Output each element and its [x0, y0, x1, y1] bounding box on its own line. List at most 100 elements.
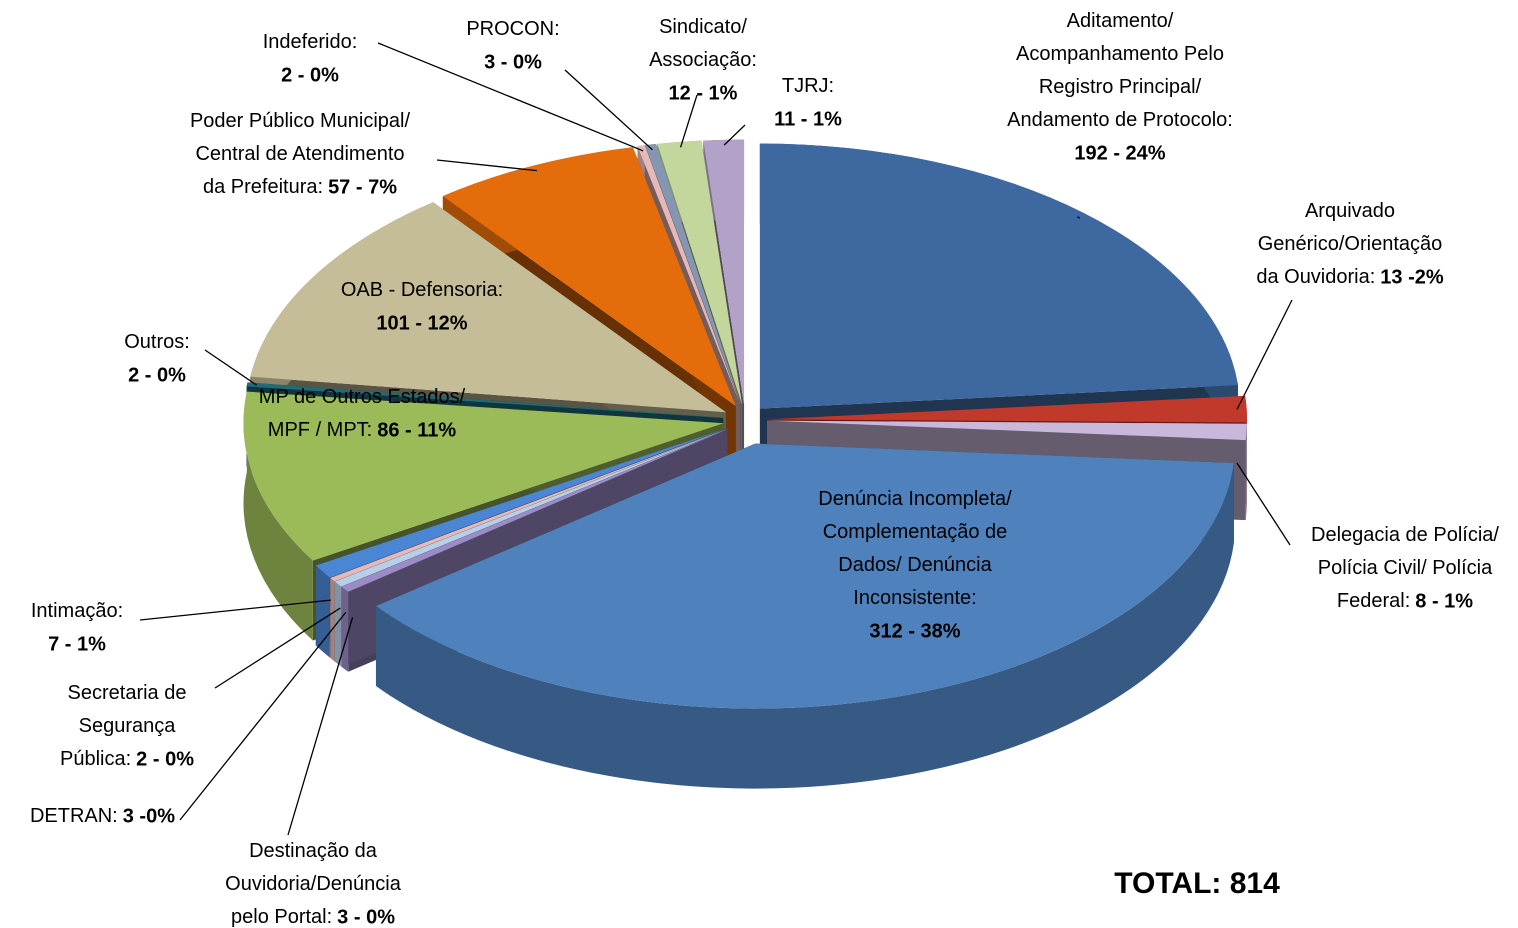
label-line: Secretaria de [68, 682, 187, 704]
label-line: Ouvidoria/Denúncia [225, 873, 402, 895]
label-line: Federal: [1337, 590, 1410, 612]
label-line: Acompanhamento Pelo [1016, 43, 1224, 65]
slice-wall [330, 578, 335, 662]
slice-label: TJRJ: [782, 75, 834, 97]
label-line: Associação: [649, 49, 757, 71]
label-line: da Ouvidoria: [1256, 266, 1375, 288]
value-label: 12 - 1% [669, 82, 738, 104]
leader-line [1077, 216, 1081, 219]
slice [442, 147, 736, 407]
label-line: Sindicato/ [659, 16, 747, 38]
slice-wall [1245, 423, 1247, 521]
slice-wall [341, 586, 349, 672]
slice [334, 429, 728, 587]
label-line: Segurança [79, 715, 177, 737]
label-line: Genérico/Orientação [1258, 233, 1443, 255]
label-line: Polícia Civil/ Polícia [1318, 557, 1493, 579]
label-line: Intimação: [31, 600, 123, 622]
leader-line [723, 124, 746, 146]
value-label: 13 -2% [1380, 266, 1444, 288]
leader-line [1236, 299, 1293, 410]
slice-wall [334, 581, 342, 667]
slice-wall [375, 463, 1234, 789]
slice [375, 443, 1234, 709]
label-line: Aditamento/ [1067, 10, 1174, 32]
label-line: Pública: [60, 748, 131, 770]
total-annotation: TOTAL: 814 [1114, 867, 1280, 900]
label-line: Delegacia de Polícia/ [1311, 524, 1499, 546]
slice [330, 428, 727, 582]
value-label: 7 - 1% [48, 633, 106, 655]
value-label: 11 - 1% [774, 108, 842, 130]
slice [657, 140, 743, 405]
leader-line [179, 611, 347, 821]
leader-line [1236, 462, 1291, 546]
value-label: 3 - 0% [484, 51, 542, 73]
value-label: 2 - 0% [281, 64, 339, 86]
slice-label: DETRAN: [30, 805, 118, 827]
pie [243, 139, 1247, 789]
value-label: 2 - 0% [136, 748, 194, 770]
value-label: 101 - 12% [376, 312, 467, 334]
label-line: Registro Principal/ [1039, 76, 1202, 98]
slice [246, 382, 724, 419]
value-label: 192 - 24% [1074, 142, 1165, 164]
value-label: 2 - 0% [128, 364, 186, 386]
slice [703, 139, 745, 405]
slice [250, 202, 726, 413]
value-label: 57 - 7% [328, 176, 397, 198]
slice-label: OAB - Defensoria: [341, 279, 503, 301]
slice-wall [315, 565, 330, 658]
label-line: TJRJ: [782, 75, 834, 97]
value-label: 3 - 0% [337, 906, 395, 928]
slice-label: Poder Público Municipal/Central de Atend… [190, 110, 411, 198]
label-line: Poder Público Municipal/ [190, 110, 411, 132]
slice [766, 420, 1247, 441]
value-label: 8 - 1% [1415, 590, 1473, 612]
slice-label: Denúncia Incompleta/Complementação de Dad… [818, 488, 1012, 609]
label-line: Andamento de Protocolo: [1007, 109, 1233, 131]
slice [637, 145, 741, 405]
slice-label: Indeferido: [263, 31, 358, 53]
label-line: Destinação da [249, 840, 378, 862]
slice-label: Destinação da Ouvidoria/Denúncia pelo Port… [225, 840, 402, 928]
leader-line [564, 69, 653, 151]
leader-line [377, 42, 644, 152]
leader-line [214, 607, 341, 689]
leader-line [204, 349, 257, 386]
value-label: 312 - 38% [869, 620, 960, 642]
label-line: PROCON: [466, 18, 559, 40]
slice-label: Arquivado Genérico/Orientação da Ouvidoria… [1256, 200, 1442, 288]
slice [341, 429, 728, 592]
slice-label: Delegacia de Polícia/Polícia Civil/ Polí… [1311, 524, 1499, 612]
leader-line [287, 617, 354, 836]
leader-line [139, 599, 331, 621]
label-line: MPF / MPT: [268, 419, 372, 441]
label-line: Denúncia Incompleta/ [818, 488, 1012, 510]
label-line: Arquivado [1305, 200, 1395, 222]
label-line: OAB - Defensoria: [341, 279, 503, 301]
label-line: MP de Outros Estados/ [259, 386, 466, 408]
slice-wall [243, 391, 313, 641]
value-label: 86 - 11% [377, 419, 456, 441]
slice [766, 395, 1247, 423]
label-line: Complementação de [823, 521, 1008, 543]
slice-label: Outros: [124, 331, 190, 353]
slice [645, 144, 741, 405]
slice-label: PROCON: [466, 18, 559, 40]
slice-label: Intimação: [31, 600, 123, 622]
leader-line [679, 94, 698, 148]
slice [315, 428, 727, 578]
label-line: Indeferido: [263, 31, 358, 53]
label-line: Central de Atendimento [195, 143, 404, 165]
labels: Aditamento/Acompanhamento Pelo Registro P… [30, 10, 1499, 928]
slice [759, 143, 1238, 409]
slice-label: Secretaria de Segurança Pública: [60, 682, 186, 770]
label-line: pelo Portal: [231, 906, 332, 928]
slice-label: MP de Outros Estados/MPF / MPT: [259, 386, 466, 441]
slice [243, 391, 724, 561]
slice-label: Sindicato/Associação: [649, 16, 757, 71]
slice-label: Aditamento/Acompanhamento Pelo Registro P… [1007, 10, 1233, 131]
label-line: Dados/ Denúncia [838, 554, 992, 576]
